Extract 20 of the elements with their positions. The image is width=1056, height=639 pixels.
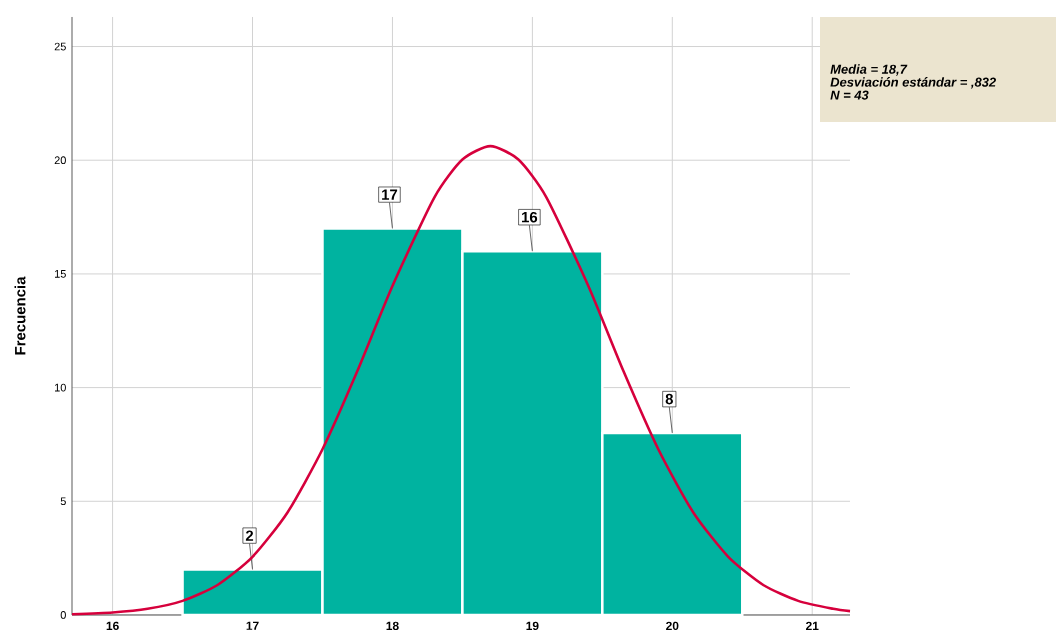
y-tick-label: 20: [54, 156, 66, 165]
y-tick-label: 10: [55, 383, 66, 392]
data-label: 17: [382, 189, 398, 200]
x-tick-label: 20: [666, 621, 679, 631]
y-tick-label: 15: [55, 270, 66, 278]
x-tick-label: 16: [106, 621, 119, 631]
x-tick-label: 17: [246, 621, 259, 630]
y-tick-label: 0: [60, 611, 66, 619]
annotation: Desviación estándar = ,832: [830, 77, 996, 89]
data-label: 8: [665, 393, 673, 405]
x-tick-label: 18: [386, 621, 399, 631]
data-label: 2: [245, 530, 254, 541]
y-axis-title: Frecuencia: [14, 276, 26, 355]
annotation: N = 43: [830, 90, 869, 100]
y-tick-label: 25: [54, 42, 66, 51]
x-tick-label: 19: [526, 621, 539, 631]
y-tick-label: 5: [60, 497, 66, 506]
x-tick-label: 21: [806, 621, 819, 630]
annotation: Media = 18,7: [830, 64, 908, 76]
data-label: 16: [522, 211, 538, 223]
